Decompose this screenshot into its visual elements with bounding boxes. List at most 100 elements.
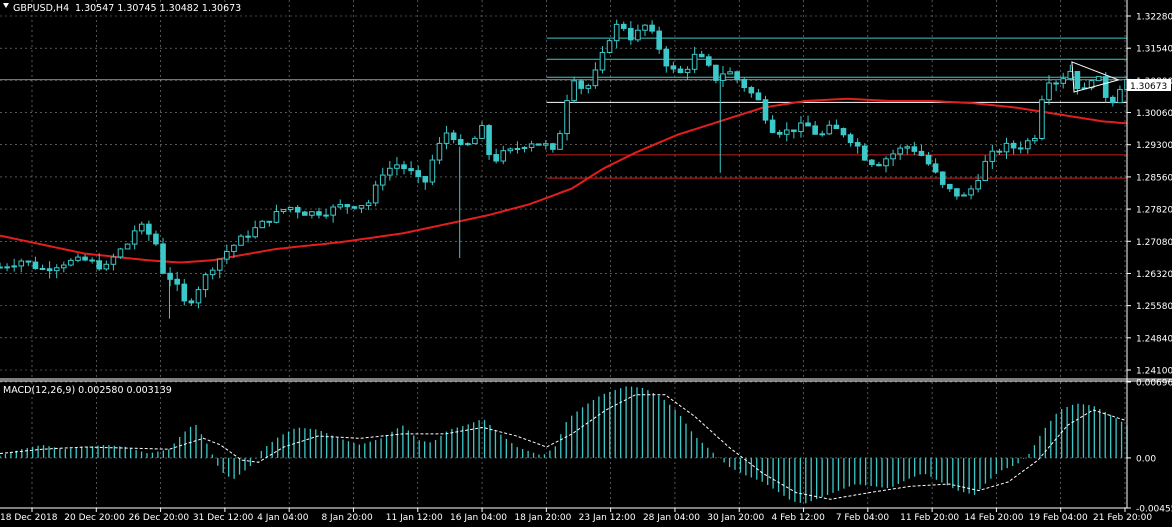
candle-body-bull [564,100,570,135]
candle-body-bull [500,150,507,162]
horizontal-levels[interactable] [0,37,1127,179]
candle-body-bull [883,158,889,167]
candle [734,70,740,84]
candle [181,278,188,306]
candle-body-bear [486,125,492,156]
macd-tick-label: 0.00 [1136,454,1156,464]
candle [436,137,443,165]
candle [819,130,826,137]
candle-body-bear [1074,70,1081,90]
candle-body-bull [904,146,911,149]
time-tick-label: 19 Feb 04:00 [1029,513,1088,523]
candle-body-bear [706,56,712,66]
candle-body-bull [68,259,74,266]
candle-body-bull [1046,82,1052,101]
candle-body-bear [833,124,840,130]
candle [387,160,393,181]
candle [11,258,17,272]
candle [82,254,88,262]
candle [457,134,464,146]
candle-body-bear [670,65,677,70]
candle-body-bull [1060,78,1067,84]
candle [1117,85,1123,104]
candle [805,115,811,127]
candle-body-bear [620,23,627,29]
dropdown-triangle-icon[interactable] [3,3,9,8]
candle-body-bear [450,132,457,141]
candle-body-bull [528,143,535,148]
current-price-tag: 1.30673 [1127,79,1171,92]
price-tick-label: 1.27080 [1136,238,1172,248]
candle [280,209,287,214]
candle-body-bear [174,278,181,285]
candle-body-bull [989,150,996,162]
candle [443,125,450,150]
macd-signal-line [0,394,1128,500]
candle [720,65,726,88]
chart-frame [0,0,1172,509]
candle-body-bull [606,40,613,53]
candle [39,264,46,271]
candle-body-bull [216,258,223,271]
candle [238,234,244,246]
candle-body-bear [401,164,407,170]
candle [330,204,336,223]
candle [833,119,840,130]
candle-body-bull [117,248,124,258]
candle [904,144,911,155]
candle-body-bear [769,119,776,133]
candle-body-bear [146,223,152,235]
candle-body-bear [96,260,103,270]
time-tick-label: 11 Feb 20:00 [900,513,959,523]
price-tick-label: 1.30060 [1136,109,1172,119]
candle-body-bull [131,230,138,245]
candle [585,83,592,94]
time-tick-label: 7 Feb 04:00 [836,513,890,523]
candle-body-bear [1102,76,1109,98]
candle-body-bull [358,205,365,209]
candle [1095,76,1102,82]
time-tick-label: 26 Dec 20:00 [129,513,190,523]
candle [465,142,471,147]
candle [996,148,1003,155]
candle-body-bull [287,206,294,211]
price-tick-label: 1.25580 [1136,302,1172,312]
candle [18,258,25,273]
candle-body-bull [613,23,620,42]
candle [32,256,39,270]
candle-body-bear [1017,147,1024,150]
candle-body-bull [273,211,280,223]
candle-body-bear [188,300,195,304]
candle [96,253,103,271]
candle [620,21,627,32]
candle-body-bull [252,227,258,238]
candle-body-bear [181,283,188,302]
moving-average [0,97,1128,264]
candle [592,62,599,89]
candle [103,260,110,271]
candle-body-bear [457,139,464,145]
candle [968,185,974,200]
candle [89,257,95,264]
time-tick-label: 11 Jan 12:00 [386,513,443,523]
time-tick-label: 30 Jan 20:00 [707,513,764,523]
price-tick-label: 1.26320 [1136,270,1172,280]
candle-body-bear [734,71,740,80]
candle [656,26,662,54]
candle [635,24,641,43]
candle-body-bull [1067,70,1074,80]
candle [245,230,251,243]
candle [231,244,237,258]
macd-tick-label: -0.00455 [1136,505,1172,515]
candle [507,147,514,154]
candle [649,20,655,34]
candle-body-bear [89,259,95,262]
candle-body-bear [408,168,414,172]
candle-body-bull [890,153,896,160]
candle-body-bull [968,188,974,196]
triangle-pattern [1071,61,1121,93]
candle-body-bear [422,175,429,183]
triangle-drawing[interactable] [1071,61,1121,93]
